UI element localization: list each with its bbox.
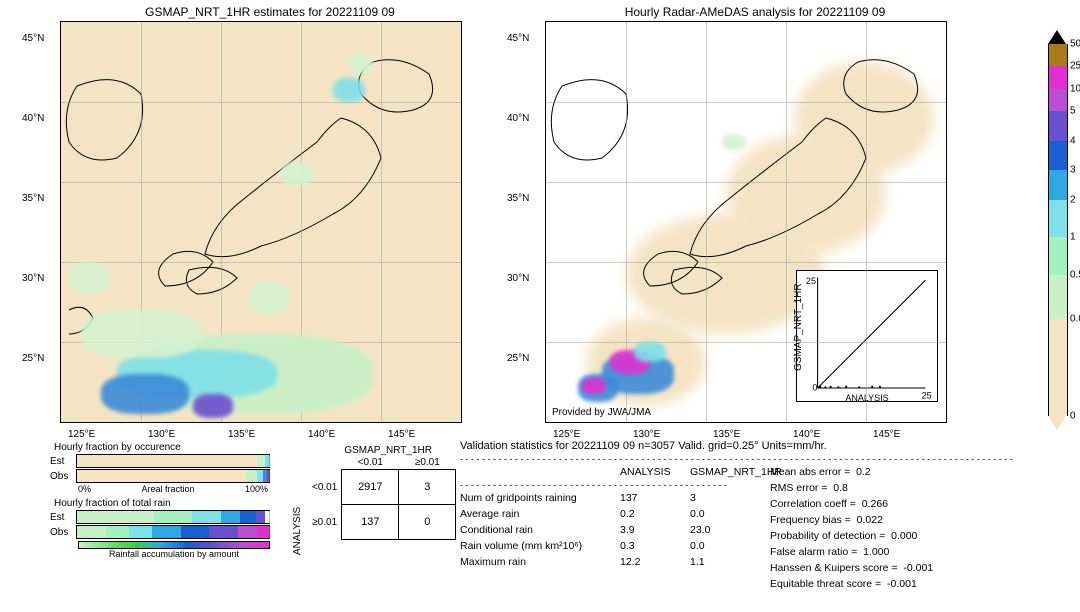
stats-metric: RMS error = 0.8 — [770, 480, 1050, 496]
y-tick: 40°N — [507, 113, 529, 124]
left-map-panel: GSMAP_NRT_1HR estimates for 20221109 09 … — [60, 5, 480, 423]
y-tick: 45°N — [507, 33, 529, 44]
stats-block: Validation statistics for 20221109 09 n=… — [460, 440, 1070, 592]
stats-row: Conditional rain3.923.0 — [460, 522, 770, 538]
y-tick: 35°N — [22, 193, 44, 204]
cont-row-1: ≥0.01 — [308, 505, 342, 540]
totalrain-caption: Rainfall accumulation by amount — [78, 549, 270, 559]
right-map-box: 0 25 25 ANALYSIS GSMAP_NRT_1HR Provided … — [545, 21, 947, 423]
left-map-title: GSMAP_NRT_1HR estimates for 20221109 09 — [60, 5, 480, 19]
inset-xlabel: ANALYSIS — [797, 393, 937, 403]
colorbar-tick: 0 — [1070, 411, 1076, 422]
totalrain-title: Hourly fraction of total rain — [54, 498, 270, 509]
x-tick: 140°E — [793, 429, 820, 440]
y-tick: 25°N — [22, 353, 44, 364]
colorbar-tick: 3 — [1070, 165, 1076, 176]
y-tick: 25°N — [507, 353, 529, 364]
occurrence-block: Hourly fraction by occurence EstObs 0% A… — [50, 438, 270, 559]
stats-metric: Hanssen & Kuipers score = -0.001 — [770, 560, 1050, 576]
inset-ylabel: GSMAP_NRT_1HR — [793, 283, 804, 371]
y-tick: 30°N — [22, 273, 44, 284]
mini-bar-row: Obs — [50, 525, 270, 539]
stats-metric: Correlation coeff = 0.266 — [770, 496, 1050, 512]
colorbar-tick: 1 — [1070, 232, 1076, 243]
cont-c10: 137 — [342, 505, 399, 540]
stats-col-a: ANALYSIS — [620, 466, 690, 478]
cont-side: ANALYSIS — [292, 507, 303, 555]
y-tick: 40°N — [22, 113, 44, 124]
cont-col-1: ≥0.01 — [399, 456, 456, 470]
stats-row: Rain volume (mm km²10⁶)0.30.0 — [460, 538, 770, 554]
stats-metric: Equitable threat score = -0.001 — [770, 576, 1050, 592]
x-tick: 140°E — [308, 429, 335, 440]
occ-axis-0: 0% — [78, 484, 91, 494]
colorbar-tick: 50 — [1070, 39, 1080, 50]
cont-col-0: <0.01 — [342, 456, 399, 470]
x-tick: 125°E — [553, 429, 580, 440]
stats-col-b: GSMAP_NRT_1HR — [690, 466, 760, 478]
x-tick: 130°E — [633, 429, 660, 440]
left-map-box — [60, 21, 462, 423]
x-tick: 145°E — [388, 429, 415, 440]
scatter-inset: 0 25 25 ANALYSIS GSMAP_NRT_1HR — [796, 270, 938, 402]
stats-row: Num of gridpoints raining1373 — [460, 490, 770, 506]
stats-metric: Frequency bias = 0.022 — [770, 512, 1050, 528]
mini-bar-row: Est — [50, 454, 270, 468]
colorbar-tick: 4 — [1070, 135, 1076, 146]
mini-bar-row: Obs — [50, 469, 270, 483]
x-tick: 145°E — [873, 429, 900, 440]
occ-axis-label: Areal fraction — [141, 484, 194, 494]
cont-c00: 2917 — [342, 470, 399, 505]
colorbar-tick: 0.01 — [1070, 314, 1080, 325]
stats-metric: Probability of detection = 0.000 — [770, 528, 1050, 544]
y-tick: 45°N — [22, 33, 44, 44]
x-tick: 135°E — [713, 429, 740, 440]
cont-c11: 0 — [399, 505, 456, 540]
colorbar-tick: 25 — [1070, 61, 1080, 72]
cont-title: GSMAP_NRT_1HR — [320, 445, 456, 456]
colorbar-tick: 0.5 — [1070, 269, 1080, 280]
right-map-title: Hourly Radar-AMeDAS analysis for 2022110… — [545, 5, 965, 19]
occurrence-title: Hourly fraction by occurence — [54, 442, 270, 453]
y-tick: 35°N — [507, 193, 529, 204]
cont-row-0: <0.01 — [308, 470, 342, 505]
legend-gradient — [78, 541, 270, 549]
svg-text:0: 0 — [812, 383, 817, 393]
svg-text:25: 25 — [806, 276, 816, 286]
mini-bar-row: Est — [50, 510, 270, 524]
y-tick: 30°N — [507, 273, 529, 284]
right-map-panel: Hourly Radar-AMeDAS analysis for 2022110… — [545, 5, 965, 423]
occ-axis-100: 100% — [245, 484, 268, 494]
colorbar-tick: 10 — [1070, 83, 1080, 94]
stats-title: Validation statistics for 20221109 09 n=… — [460, 440, 1070, 452]
contingency-table: GSMAP_NRT_1HR ANALYSIS <0.01≥0.01 <0.01 … — [290, 445, 456, 540]
colorbar: 502510543210.50.010 — [1048, 30, 1066, 430]
stats-metric: Mean abs error = 0.2 — [770, 464, 1050, 480]
stats-row: Average rain0.20.0 — [460, 506, 770, 522]
colorbar-tick: 5 — [1070, 105, 1076, 116]
stats-row: Maximum rain12.21.1 — [460, 554, 770, 570]
colorbar-tick: 2 — [1070, 195, 1076, 206]
provided-by: Provided by JWA/JMA — [552, 407, 651, 418]
cont-c01: 3 — [399, 470, 456, 505]
stats-metric: False alarm ratio = 1.000 — [770, 544, 1050, 560]
